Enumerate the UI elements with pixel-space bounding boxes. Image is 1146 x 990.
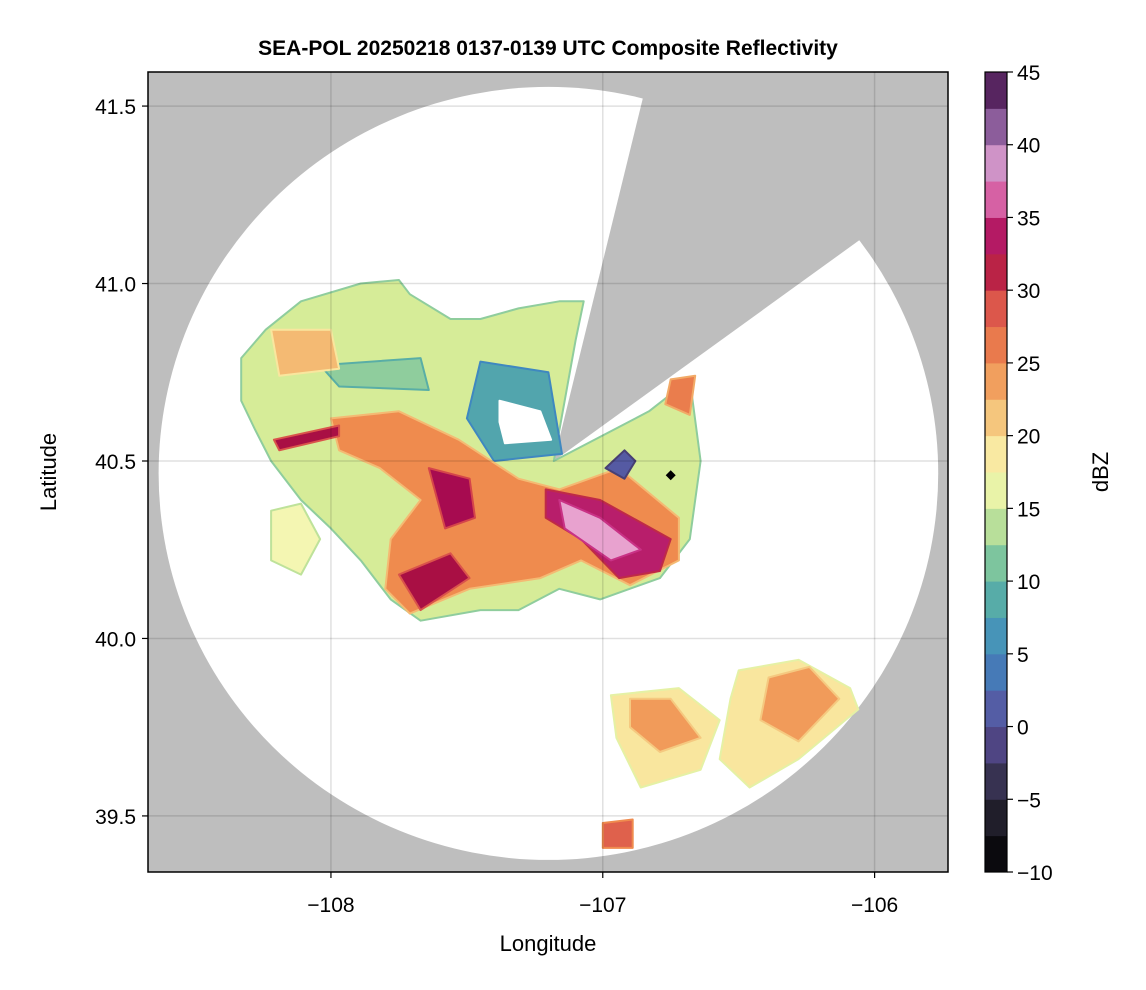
echo-region bbox=[319, 357, 430, 391]
echo-region bbox=[664, 374, 697, 416]
colorbar-bin bbox=[985, 653, 1007, 691]
y-tick-label: 41.0 bbox=[95, 274, 136, 297]
colorbar-tick-label: 10 bbox=[1017, 571, 1040, 594]
colorbar-bin bbox=[985, 144, 1007, 182]
colorbar-bin bbox=[985, 799, 1007, 837]
colorbar-bin bbox=[985, 72, 1007, 109]
colorbar-tick-label: 25 bbox=[1017, 353, 1040, 376]
colorbar-bin bbox=[985, 617, 1007, 655]
colorbar-frame bbox=[984, 71, 1008, 873]
y-axis: 39.5 40.0 40.5 41.0 41.5 bbox=[95, 96, 148, 829]
colorbar-bin bbox=[985, 472, 1007, 509]
colorbar-bin bbox=[985, 508, 1007, 546]
echo-region bbox=[604, 449, 637, 480]
echo-region bbox=[427, 467, 476, 530]
chart-title: SEA-POL 20250218 0137-0139 UTC Composite… bbox=[258, 37, 838, 60]
y-tick-label: 40.5 bbox=[95, 451, 136, 474]
colorbar-tick-label: 5 bbox=[1017, 644, 1029, 667]
colorbar-bin bbox=[985, 399, 1007, 437]
echo-region bbox=[601, 818, 634, 849]
colorbar-tick-label: 40 bbox=[1017, 135, 1040, 158]
echo-region bbox=[759, 665, 841, 743]
y-axis-label: Latitude bbox=[36, 433, 61, 511]
colorbar-tick-label: 15 bbox=[1017, 498, 1040, 521]
plot-frame bbox=[147, 71, 949, 873]
colorbar-tick-label: 30 bbox=[1017, 280, 1040, 303]
x-tick-label: −106 bbox=[851, 894, 898, 917]
colorbar-bin bbox=[985, 108, 1007, 146]
y-tick-label: 41.5 bbox=[95, 96, 136, 119]
colorbar-bin bbox=[985, 726, 1007, 764]
echo-region bbox=[498, 399, 553, 445]
echo-region bbox=[558, 499, 642, 562]
echo-region bbox=[629, 697, 702, 753]
plot-area bbox=[148, 72, 948, 872]
colorbar-bin bbox=[985, 762, 1007, 800]
colorbar-tick-label: 35 bbox=[1017, 207, 1040, 230]
colorbar-bin bbox=[985, 217, 1007, 255]
colorbar-label: dBZ bbox=[1088, 452, 1113, 492]
echo-region bbox=[329, 410, 680, 615]
echo-region bbox=[270, 328, 341, 377]
colorbar-bin bbox=[985, 362, 1007, 400]
colorbar: −10 −5 0 5 10 15 20 25 30 35 40 45 bbox=[984, 62, 1053, 885]
colorbar-tick-label: −5 bbox=[1017, 789, 1041, 812]
y-tick-label: 40.0 bbox=[95, 628, 136, 651]
colorbar-bin bbox=[985, 326, 1007, 364]
colorbar-bin bbox=[985, 253, 1007, 291]
echo-region bbox=[270, 502, 322, 576]
echo-region bbox=[397, 552, 471, 612]
echo-region bbox=[272, 424, 341, 452]
colorbar-bin bbox=[985, 544, 1007, 582]
colorbar-tick-label: 45 bbox=[1017, 62, 1040, 85]
colorbar-tick-label: −10 bbox=[1017, 862, 1053, 885]
colorbar-bin bbox=[985, 835, 1007, 873]
blocked-sector bbox=[553, 72, 948, 461]
x-tick-label: −108 bbox=[307, 894, 354, 917]
x-axis: −108 −107 −106 bbox=[307, 872, 898, 917]
colorbar-bin bbox=[985, 581, 1007, 618]
colorbar-bin bbox=[985, 181, 1007, 218]
colorbar-tick-label: 20 bbox=[1017, 426, 1040, 449]
radar-site-marker bbox=[665, 470, 676, 481]
colorbar-bin bbox=[985, 690, 1007, 728]
colorbar-bin bbox=[985, 290, 1007, 328]
x-tick-label: −107 bbox=[579, 894, 626, 917]
y-tick-label: 39.5 bbox=[95, 806, 136, 829]
colorbar-tick-label: 0 bbox=[1017, 717, 1029, 740]
x-axis-label: Longitude bbox=[500, 931, 597, 956]
colorbar-bin bbox=[985, 435, 1007, 473]
